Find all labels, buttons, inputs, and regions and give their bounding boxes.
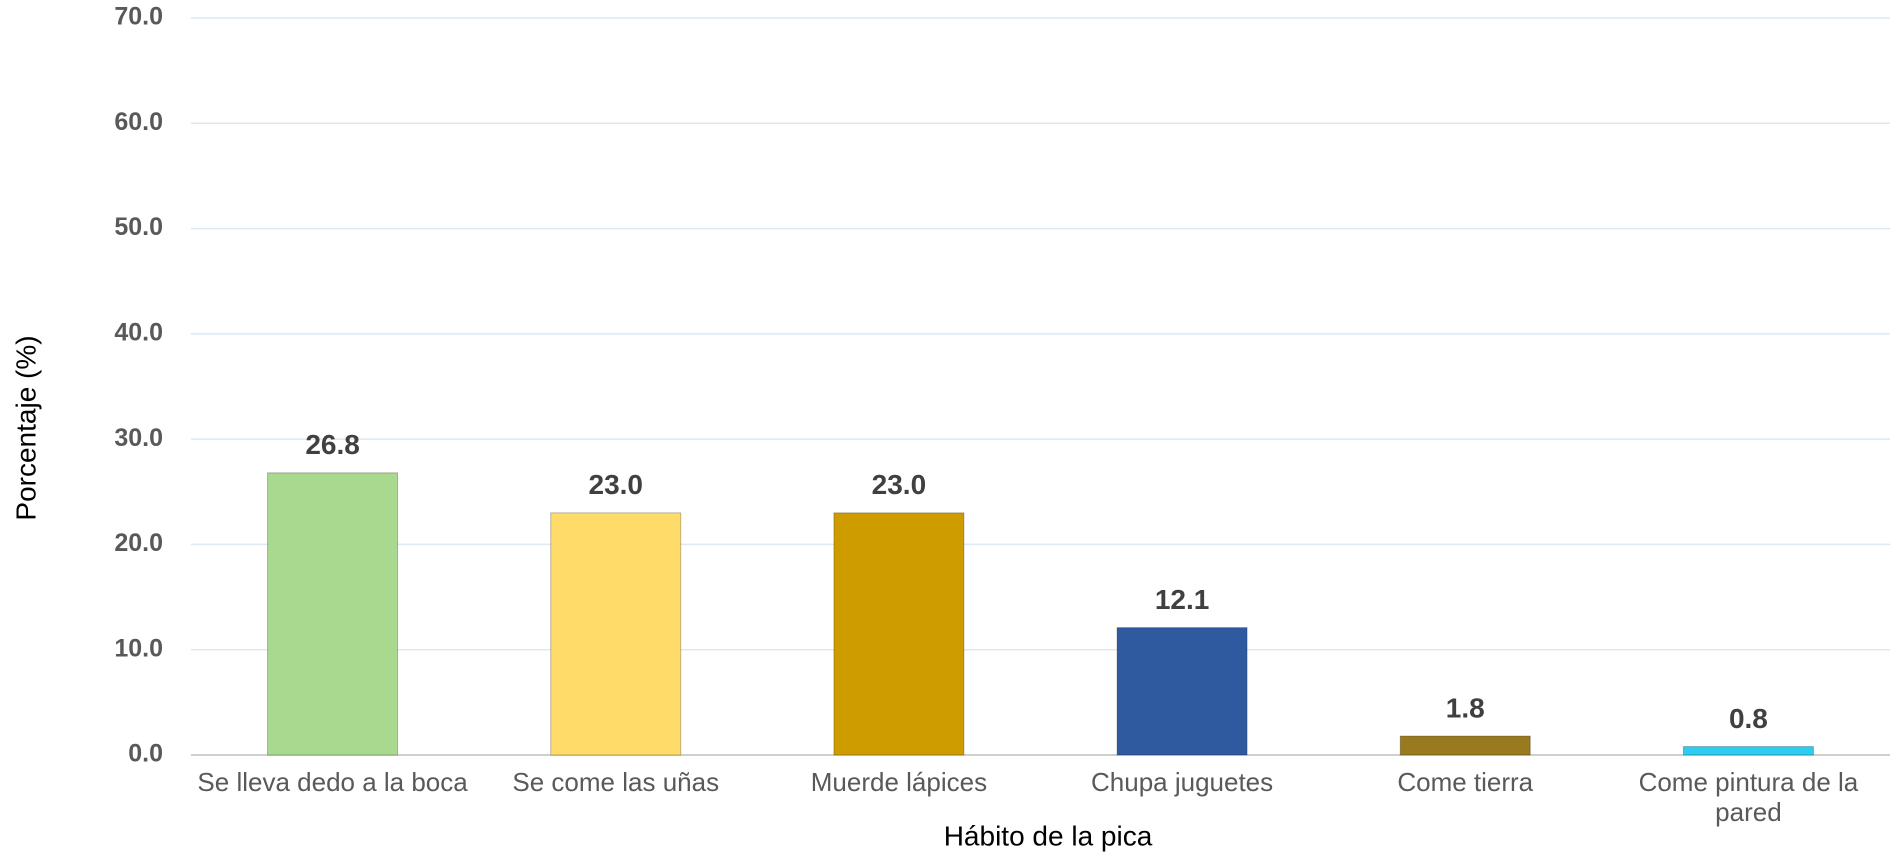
- value-label: 26.8: [305, 429, 360, 460]
- y-tick-label: 10.0: [114, 634, 163, 662]
- y-axis-title: Porcentaje (%): [10, 335, 41, 520]
- bar: [550, 512, 682, 756]
- x-tick-label: Come tierra: [1397, 767, 1534, 797]
- x-axis-title: Hábito de la pica: [944, 820, 1153, 851]
- y-tick-label: 70.0: [114, 3, 163, 31]
- x-tick-label: Se lleva dedo a la boca: [197, 767, 468, 797]
- y-tick-label: 50.0: [114, 213, 163, 241]
- bar: [833, 512, 965, 756]
- value-label: 1.8: [1446, 692, 1485, 723]
- x-tick-label: Se come las uñas: [512, 767, 720, 797]
- value-label: 12.1: [1155, 584, 1210, 615]
- x-tick-label: Chupa juguetes: [1091, 767, 1274, 797]
- bar: [1682, 746, 1814, 756]
- value-label: 0.8: [1729, 703, 1768, 734]
- x-tick-label: Muerde lápices: [810, 767, 988, 797]
- x-tick-label: Come pintura de la pared: [1638, 767, 1859, 827]
- y-tick-label: 30.0: [114, 424, 163, 452]
- y-tick-label: 60.0: [114, 108, 163, 136]
- bar: [1399, 735, 1531, 756]
- value-label: 23.0: [589, 469, 644, 500]
- bar: [267, 472, 399, 756]
- value-label: 23.0: [872, 469, 927, 500]
- y-tick-label: 0.0: [128, 740, 163, 768]
- bar: [1116, 627, 1248, 756]
- y-tick-label: 40.0: [114, 318, 163, 346]
- y-tick-label: 20.0: [114, 529, 163, 557]
